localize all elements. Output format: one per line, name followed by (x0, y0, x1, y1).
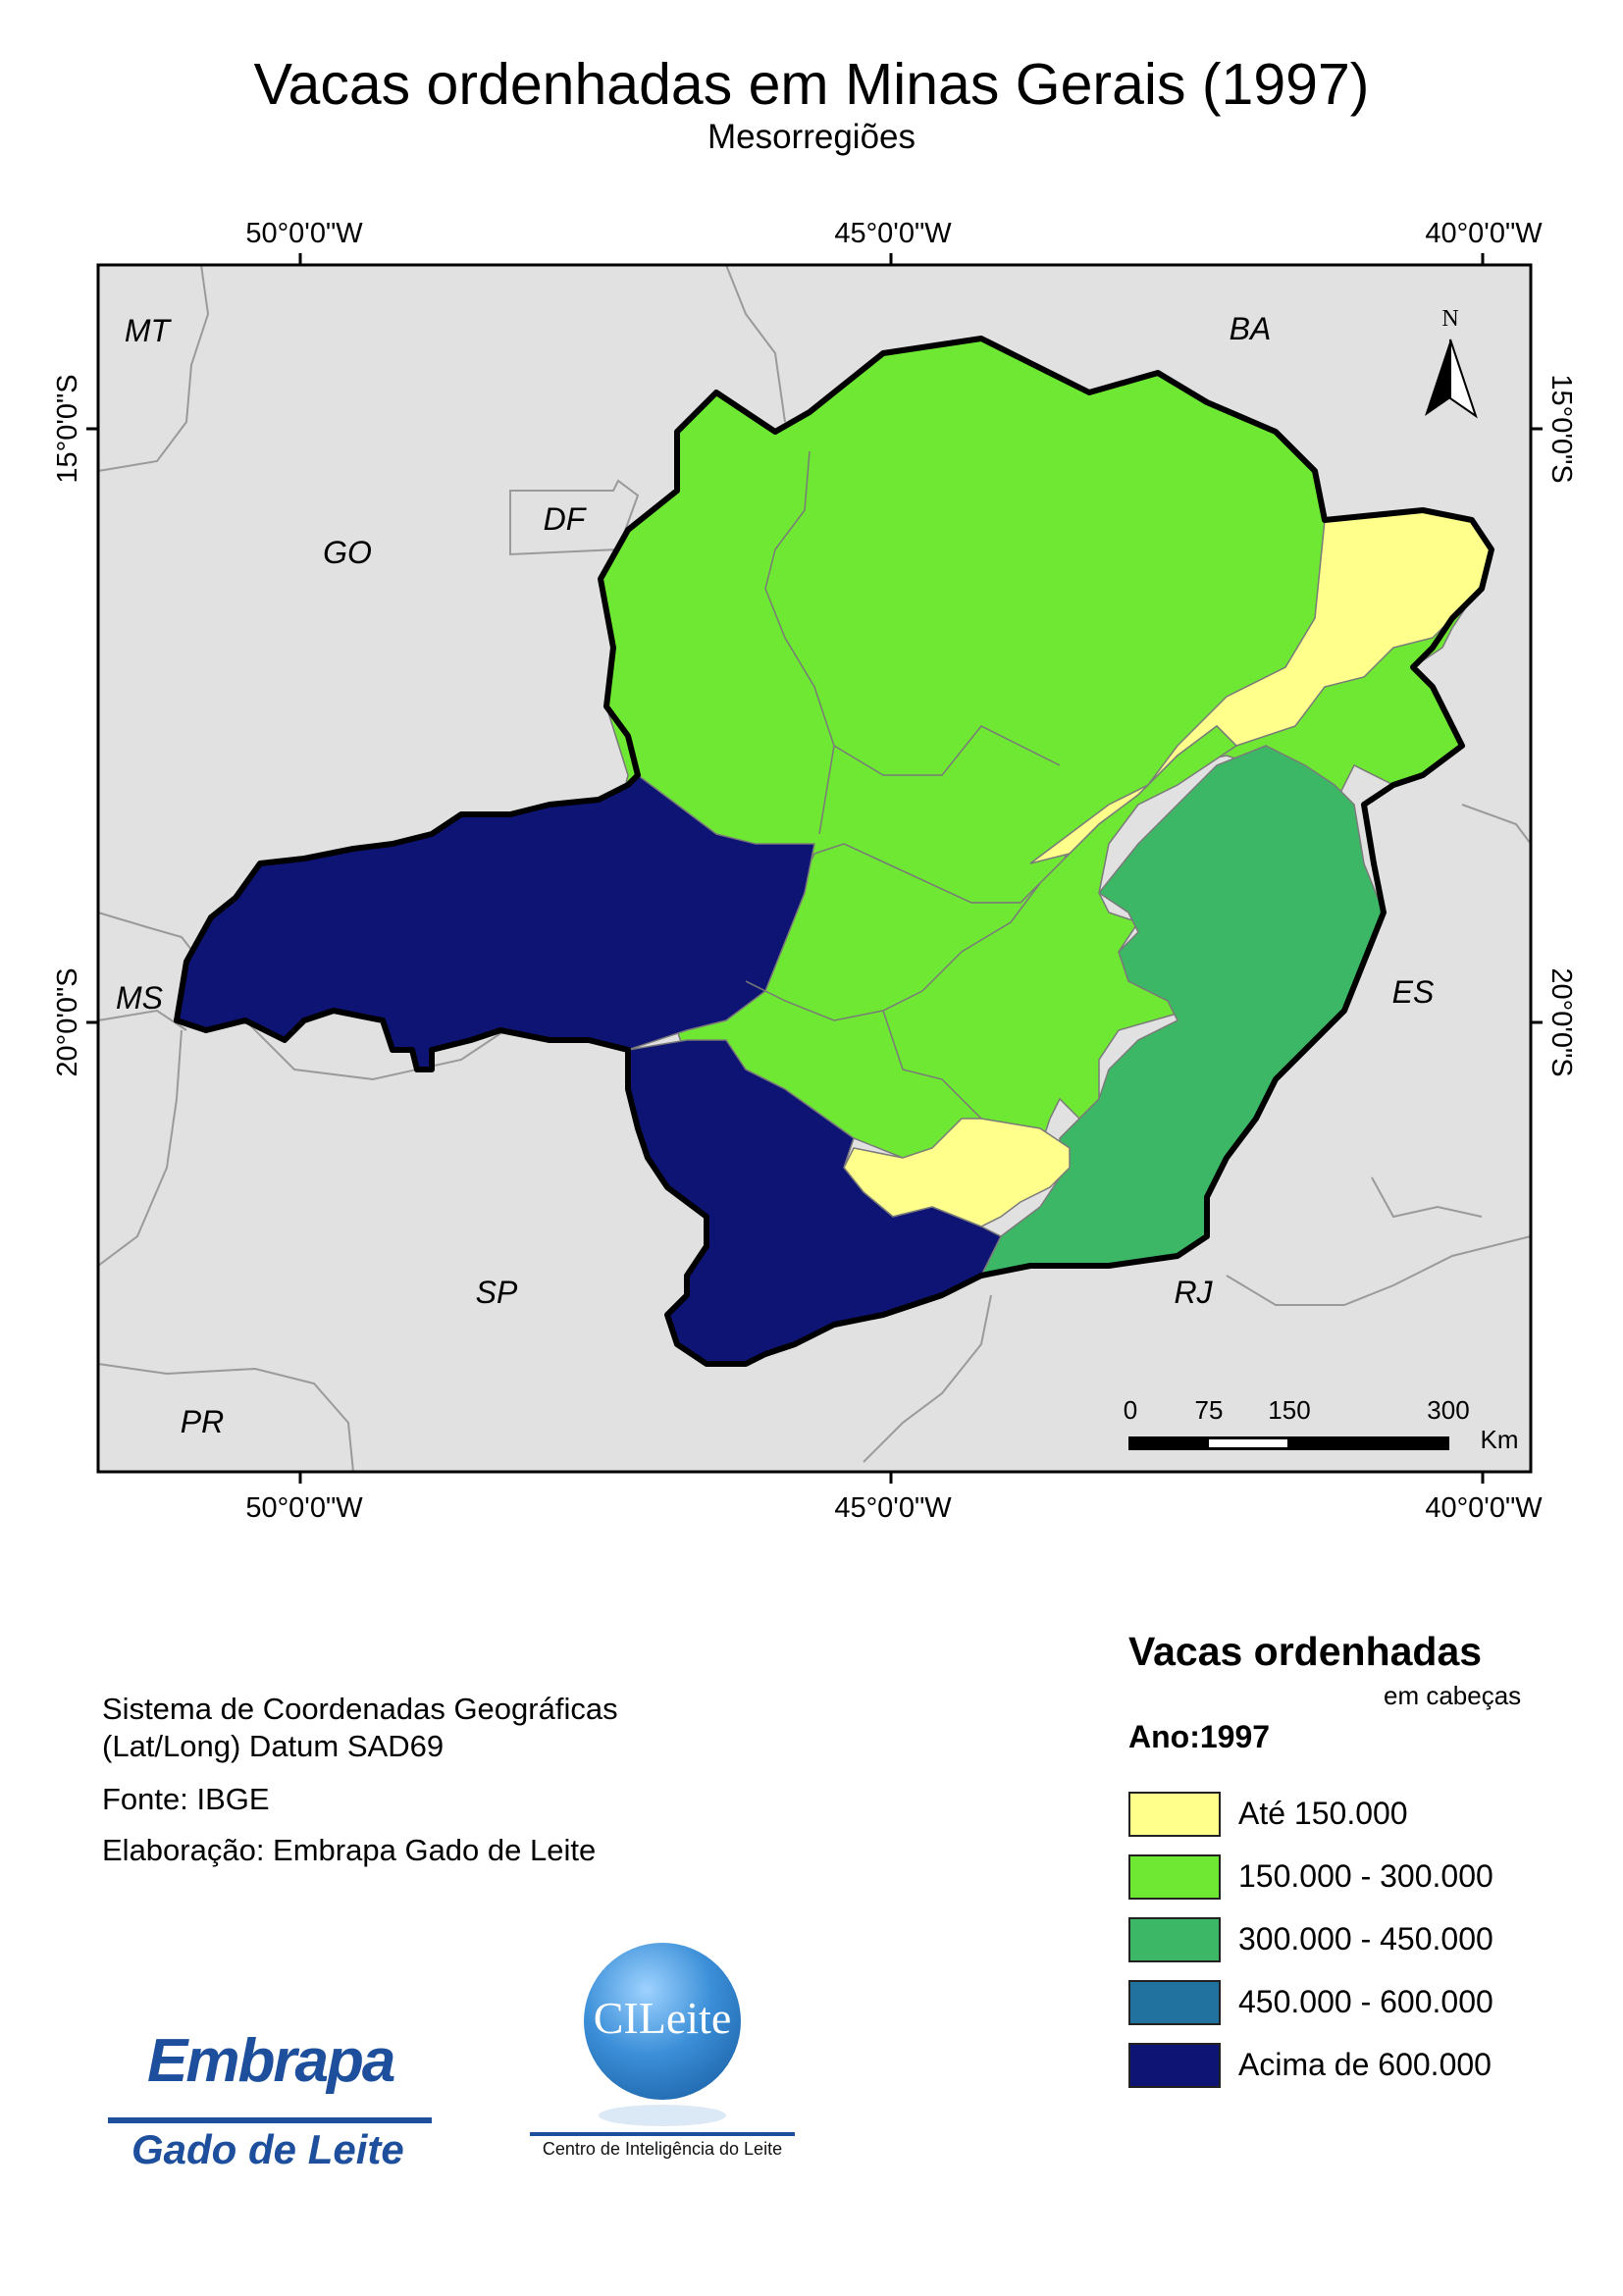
legend-swatch (1128, 2043, 1221, 2088)
embrapa-logo-sub: Gado de Leite (131, 2126, 404, 2172)
bottom-lon-label: 40°0'0"W (1425, 1492, 1543, 1524)
top-lon-label: 40°0'0"W (1425, 218, 1543, 249)
state-label-mt: MT (125, 313, 173, 348)
scale-tick-label: 75 (1195, 1395, 1224, 1425)
minas-gerais-regions (176, 338, 1492, 1365)
scale-unit-label: Km (1481, 1425, 1519, 1454)
coord-system-line-2: (Lat/Long) Datum SAD69 (102, 1729, 445, 1763)
scale-bar: 0 75 150 300 Km (1124, 1395, 1519, 1454)
embrapa-logo: Embrapa Gado de Leite (108, 2016, 457, 2183)
cileite-logo-sphere (584, 1943, 741, 2100)
cileite-logo-sub: Centro de Inteligência do Leite (542, 2139, 783, 2159)
state-label-ms: MS (116, 980, 163, 1016)
cileite-logo-line (530, 2132, 795, 2136)
cileite-logo: CILeite Centro de Inteligência do Leite (530, 1943, 805, 2178)
legend-title: Vacas ordenhadas (1128, 1629, 1483, 1674)
scale-tick-label: 300 (1427, 1395, 1469, 1425)
legend-swatch (1128, 1980, 1221, 2025)
cileite-logo-word: CILeite (593, 1993, 732, 2043)
map-figure: 50°0'0"W 45°0'0"W 40°0'0"W 50°0'0"W 45°0… (52, 218, 1577, 1524)
graticule-ticks (86, 253, 1543, 1484)
right-lat-label: 20°0'0"S (1545, 967, 1577, 1076)
coord-system-line-1: Sistema de Coordenadas Geográficas (102, 1692, 618, 1726)
legend-year: Ano:1997 (1128, 1719, 1271, 1754)
author-text: Elaboração: Embrapa Gado de Leite (102, 1833, 597, 1867)
north-arrow-label: N (1441, 306, 1458, 332)
left-lat-label: 15°0'0"S (52, 374, 83, 483)
north-arrow: N (1425, 306, 1478, 419)
state-label-es: ES (1392, 974, 1435, 1010)
state-label-pr: PR (181, 1404, 224, 1439)
state-borders (97, 264, 1532, 1473)
map-subtitle: Mesorregiões (707, 118, 916, 156)
right-lat-label: 15°0'0"S (1545, 374, 1577, 483)
legend-unit: em cabeças (1384, 1681, 1522, 1710)
map-title: Vacas ordenhadas em Minas Gerais (1997) (253, 52, 1370, 117)
top-lon-label: 45°0'0"W (834, 218, 952, 249)
legend-label: 150.000 - 300.000 (1238, 1858, 1493, 1894)
legend-label: 300.000 - 450.000 (1238, 1921, 1493, 1957)
legend-label: Até 150.000 (1238, 1796, 1408, 1831)
legend-swatch (1128, 1792, 1221, 1837)
scale-tick-label: 0 (1124, 1395, 1137, 1425)
top-lon-label: 50°0'0"W (245, 218, 363, 249)
embrapa-logo-word: Embrapa (147, 2027, 395, 2095)
state-label-df: DF (544, 501, 588, 537)
embrapa-logo-bar (108, 2117, 432, 2123)
cileite-logo-shadow (599, 2105, 726, 2126)
map-frame (96, 263, 1533, 1474)
state-label-sp: SP (476, 1275, 518, 1310)
legend-swatch (1128, 1917, 1221, 1962)
mesoregion-boundaries (745, 450, 1061, 1120)
legend-label: Acima de 600.000 (1238, 2047, 1492, 2082)
state-label-go: GO (323, 535, 372, 570)
legend-swatch (1128, 1854, 1221, 1900)
bottom-lon-label: 45°0'0"W (834, 1492, 952, 1524)
source-text: Fonte: IBGE (102, 1782, 270, 1816)
state-label-rj: RJ (1174, 1275, 1213, 1310)
left-lat-label: 20°0'0"S (52, 967, 83, 1076)
state-label-ba: BA (1230, 311, 1272, 346)
scale-tick-label: 150 (1268, 1395, 1310, 1425)
bottom-lon-label: 50°0'0"W (245, 1492, 363, 1524)
legend-label: 450.000 - 600.000 (1238, 1984, 1493, 2019)
minas-gerais-border (174, 336, 1494, 1367)
